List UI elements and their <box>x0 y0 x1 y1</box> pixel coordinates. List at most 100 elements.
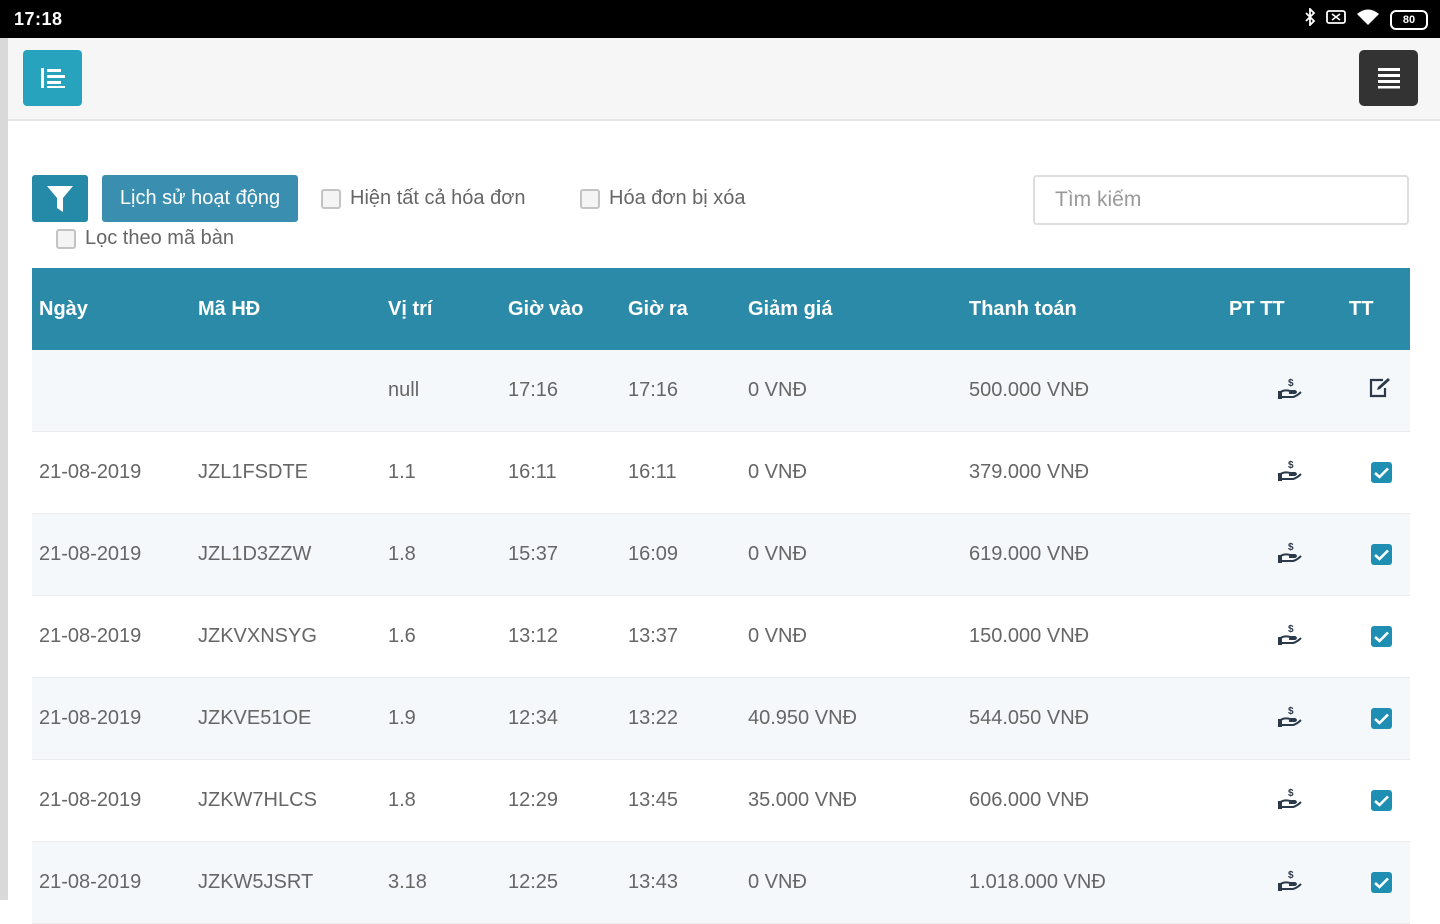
svg-text:$: $ <box>1288 870 1294 881</box>
svg-text:$: $ <box>1288 542 1294 553</box>
cash-hand-icon: $ <box>1277 376 1303 406</box>
cash-hand-icon: $ <box>1277 786 1303 816</box>
cell-payment: 619.000 VNĐ <box>969 543 1090 565</box>
svg-text:$: $ <box>1288 706 1294 717</box>
table-row[interactable]: 21-08-2019 JZKVXNSYG 1.6 13:12 13:37 0 VNĐ 150… <box>32 596 1410 678</box>
column-header-position[interactable]: Vị trí <box>388 297 433 320</box>
cell-time-in: 12:34 <box>508 707 559 729</box>
table-row[interactable]: 21-08-2019 JZKVE51OE 1.9 12:34 13:22 40.950 V… <box>32 678 1410 760</box>
cell-payment: 379.000 VNĐ <box>969 461 1090 483</box>
cell-position: 1.9 <box>388 707 416 729</box>
cell-date: 21-08-2019 <box>39 461 142 483</box>
cell-discount: 0 VNĐ <box>748 543 807 565</box>
table-row[interactable]: 21-08-2019 JZL1D3ZZW 1.8 15:37 16:09 0 VNĐ 619… <box>32 514 1410 596</box>
column-header-discount[interactable]: Giảm giá <box>748 297 833 320</box>
column-header-payment[interactable]: Thanh toán <box>969 297 1077 320</box>
deleted-invoices-label: Hóa đơn bị xóa <box>609 187 746 209</box>
cell-payment-method: $ <box>1229 868 1319 898</box>
table-row[interactable]: 21-08-2019 JZKW5JSRT 3.18 12:25 13:43 0 VNĐ 1.… <box>32 842 1410 924</box>
cell-time-out: 13:45 <box>628 789 679 811</box>
svg-text:$: $ <box>1288 788 1294 799</box>
cell-position: null <box>388 379 420 401</box>
cell-time-in: 16:11 <box>508 461 557 483</box>
table-row[interactable]: 21-08-2019 JZL1FSDTE 1.1 16:11 16:11 0 VNĐ 379… <box>32 432 1410 514</box>
edit-icon[interactable] <box>1368 377 1392 405</box>
cell-date: 21-08-2019 <box>39 707 142 729</box>
checkbox-box[interactable] <box>321 188 341 209</box>
align-left-icon <box>40 68 65 88</box>
cell-discount: 0 VNĐ <box>748 461 807 483</box>
checkbox-box[interactable] <box>56 228 76 249</box>
column-header-invoice-code[interactable]: Mã HĐ <box>198 297 261 320</box>
menu-button[interactable] <box>1359 50 1418 106</box>
cell-status <box>1319 708 1410 729</box>
cell-time-out: 16:09 <box>628 543 679 565</box>
column-header-payment-method[interactable]: PT TT <box>1229 297 1285 320</box>
activity-history-button[interactable]: Lịch sử hoạt động <box>102 175 298 222</box>
search-input[interactable] <box>1033 175 1409 225</box>
cell-payment-method: $ <box>1229 458 1319 488</box>
cell-time-in: 15:37 <box>508 543 559 565</box>
cell-discount: 40.950 VNĐ <box>748 707 857 729</box>
cell-payment-method: $ <box>1229 540 1319 570</box>
cell-status <box>1319 377 1410 405</box>
checked-icon[interactable] <box>1371 462 1392 483</box>
cell-discount: 0 VNĐ <box>748 625 807 647</box>
sidebar-toggle-button[interactable] <box>23 50 82 106</box>
cell-status <box>1319 462 1410 483</box>
cash-hand-icon: $ <box>1277 622 1303 652</box>
cell-discount: 0 VNĐ <box>748 871 807 893</box>
cell-payment: 500.000 VNĐ <box>969 379 1090 401</box>
cell-payment: 544.050 VNĐ <box>969 707 1090 729</box>
left-edge <box>0 38 8 900</box>
invoice-table: Ngày Mã HĐ Vị trí Giờ vào Giờ ra Giảm gi… <box>32 268 1410 924</box>
cash-hand-icon: $ <box>1277 458 1303 488</box>
cell-date: 21-08-2019 <box>39 871 142 893</box>
column-header-status[interactable]: TT <box>1349 297 1374 320</box>
status-icons: 80 <box>1304 6 1428 31</box>
column-header-date[interactable]: Ngày <box>39 297 88 320</box>
cell-payment: 606.000 VNĐ <box>969 789 1090 811</box>
battery-icon: 80 <box>1390 9 1428 30</box>
cell-payment: 1.018.000 VNĐ <box>969 871 1106 893</box>
cell-status <box>1319 544 1410 565</box>
cell-payment-method: $ <box>1229 622 1319 652</box>
deleted-invoices-checkbox[interactable]: Hóa đơn bị xóa <box>580 187 746 210</box>
filter-button[interactable] <box>32 175 88 222</box>
cash-hand-icon: $ <box>1277 868 1303 898</box>
show-all-invoices-label: Hiện tất cả hóa đơn <box>350 187 526 209</box>
cell-position: 1.1 <box>388 461 416 483</box>
checked-icon[interactable] <box>1371 872 1392 893</box>
checked-icon[interactable] <box>1371 626 1392 647</box>
cell-invoice-code: JZKW7HLCS <box>198 789 317 811</box>
cell-position: 1.8 <box>388 543 416 565</box>
cell-time-out: 13:43 <box>628 871 679 893</box>
column-header-time-out[interactable]: Giờ ra <box>628 297 688 320</box>
cell-discount: 0 VNĐ <box>748 379 807 401</box>
cash-hand-icon: $ <box>1277 704 1303 734</box>
status-time: 17:18 <box>14 9 63 29</box>
checked-icon[interactable] <box>1371 544 1392 565</box>
cell-discount: 35.000 VNĐ <box>748 789 857 811</box>
column-header-time-in[interactable]: Giờ vào <box>508 297 584 320</box>
cell-invoice-code: JZL1FSDTE <box>198 461 309 483</box>
table-row[interactable]: 21-08-2019 JZKW7HLCS 1.8 12:29 13:45 35.000 V… <box>32 760 1410 842</box>
filter-by-table-checkbox[interactable]: Lọc theo mã bàn <box>56 227 234 250</box>
cell-time-in: 12:25 <box>508 871 559 893</box>
svg-text:$: $ <box>1288 624 1294 635</box>
cell-time-in: 17:16 <box>508 379 559 401</box>
svg-text:$: $ <box>1288 460 1294 471</box>
svg-text:$: $ <box>1288 378 1294 389</box>
cell-payment-method: $ <box>1229 786 1319 816</box>
table-row[interactable]: null 17:16 17:16 0 VNĐ 500.000 VNĐ $ <box>32 350 1410 432</box>
cell-payment-method: $ <box>1229 704 1319 734</box>
cell-time-out: 17:16 <box>628 379 679 401</box>
cell-position: 1.6 <box>388 625 416 647</box>
cell-time-out: 13:22 <box>628 707 679 729</box>
checked-icon[interactable] <box>1371 790 1392 811</box>
cell-position: 1.8 <box>388 789 416 811</box>
checkbox-box[interactable] <box>580 188 600 209</box>
show-all-invoices-checkbox[interactable]: Hiện tất cả hóa đơn <box>321 187 525 210</box>
checked-icon[interactable] <box>1371 708 1392 729</box>
cell-payment: 150.000 VNĐ <box>969 625 1090 647</box>
